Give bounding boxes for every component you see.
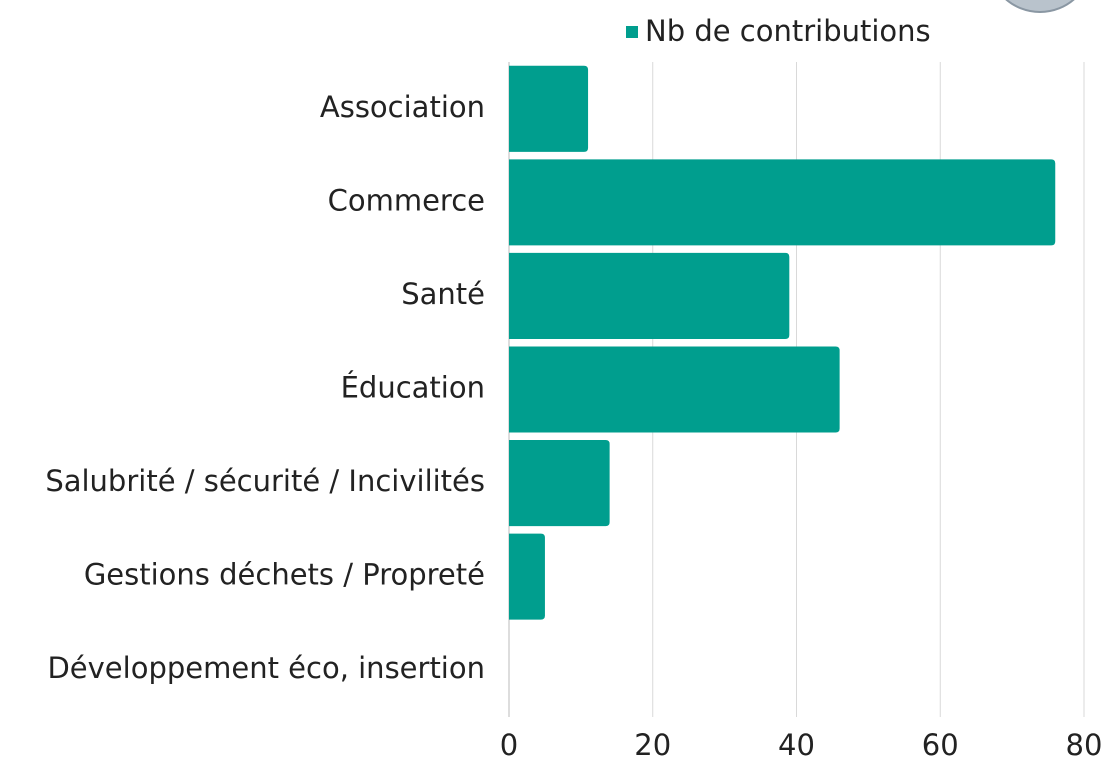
- x-tick-label: 0: [500, 728, 518, 762]
- bar: [509, 346, 840, 433]
- avatar-decoration: [1005, 0, 1075, 13]
- bar: [509, 440, 610, 527]
- legend-swatch: [626, 26, 638, 38]
- bar: [509, 65, 589, 152]
- y-tick-label: Association: [320, 90, 485, 124]
- bar: [509, 252, 790, 339]
- y-tick-label: Salubrité / sécurité / Incivilités: [45, 464, 485, 498]
- legend-label: Nb de contributions: [645, 14, 931, 48]
- x-tick-label: 80: [1066, 728, 1103, 762]
- bar: [509, 159, 1056, 246]
- y-tick-label: Gestions déchets / Propreté: [84, 558, 485, 592]
- y-tick-label: Éducation: [341, 371, 485, 405]
- y-tick-label: Développement éco, insertion: [47, 651, 485, 685]
- y-tick-label: Santé: [401, 277, 485, 311]
- y-tick-label: Commerce: [328, 183, 485, 217]
- bar: [509, 533, 545, 620]
- x-tick-label: 20: [634, 728, 671, 762]
- x-tick-label: 60: [922, 728, 959, 762]
- x-tick-label: 40: [778, 728, 815, 762]
